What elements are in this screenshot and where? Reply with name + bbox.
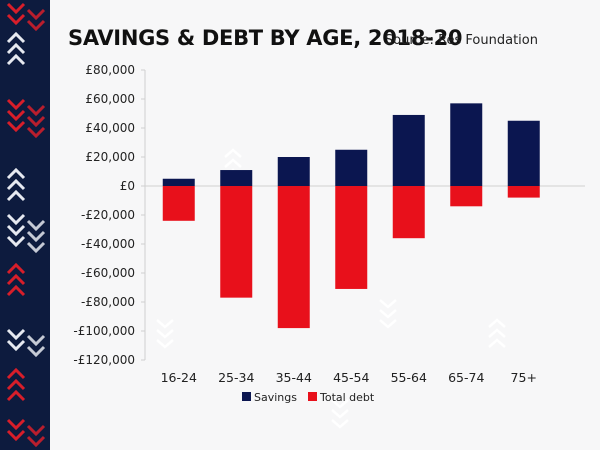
- chevron-icon: [6, 31, 26, 44]
- chevron-icon: [26, 104, 46, 117]
- debt-bar: [335, 186, 368, 289]
- background-chevron: [331, 419, 349, 429]
- chevron-icon: [6, 224, 26, 237]
- background-chevron: [331, 399, 349, 409]
- legend-label: Total debt: [319, 391, 375, 404]
- chevron-icon: [26, 424, 46, 437]
- source-label: Source: Res Foundation: [384, 33, 538, 48]
- chevron-icon: [6, 42, 26, 55]
- debt-bar: [220, 186, 253, 298]
- background-chevron: [224, 148, 242, 158]
- chevron-pattern: [6, 2, 46, 448]
- chevron-icon: [26, 241, 46, 254]
- background-chevron: [488, 318, 506, 328]
- chevron-icon: [6, 109, 26, 122]
- background-chevron: [379, 319, 397, 329]
- background-chevron: [488, 328, 506, 338]
- y-tick-label: -£120,000: [73, 353, 135, 367]
- chart-title: SAVINGS & DEBT BY AGE, 2018-20: [68, 26, 463, 50]
- debt-bar: [162, 186, 195, 221]
- y-tick-label: -£40,000: [81, 237, 135, 251]
- x-tick-label: 25-34: [218, 370, 254, 385]
- x-tick-label: 16-24: [161, 370, 197, 385]
- legend-label: Savings: [254, 391, 297, 404]
- savings-bar: [220, 170, 253, 186]
- y-tick-label: £0: [120, 179, 135, 193]
- legend-swatch: [308, 392, 317, 401]
- savings-bar: [507, 120, 540, 186]
- y-tick-label: £20,000: [85, 150, 135, 164]
- chevron-icon: [26, 334, 46, 347]
- x-tick-label: 65-74: [448, 370, 484, 385]
- background-chevron: [156, 319, 174, 329]
- chevron-icon: [6, 389, 26, 402]
- chevron-icon: [6, 53, 26, 66]
- chevron-icon: [6, 262, 26, 275]
- chevron-icon: [6, 429, 26, 442]
- y-tick-label: -£20,000: [81, 208, 135, 222]
- y-tick-label: -£80,000: [81, 295, 135, 309]
- background-chevron: [156, 339, 174, 349]
- chevron-icon: [6, 273, 26, 286]
- chevron-icon: [6, 418, 26, 431]
- chevron-icon: [26, 435, 46, 448]
- x-tick-label: 55-64: [391, 370, 427, 385]
- bar-chart: £80,000 £60,000 £40,000 £20,000 £0 -£20,000 -£…: [73, 63, 585, 429]
- background-chevron: [331, 409, 349, 419]
- x-tick-label: 75+: [511, 370, 537, 385]
- savings-bar: [335, 149, 368, 186]
- chevron-icon: [26, 230, 46, 243]
- y-tick-label: £80,000: [85, 63, 135, 77]
- chevron-icon: [6, 178, 26, 191]
- background-chevron: [156, 329, 174, 339]
- chevron-icon: [6, 367, 26, 380]
- chevron-icon: [6, 378, 26, 391]
- chevron-icon: [6, 339, 26, 352]
- chevron-icon: [6, 13, 26, 26]
- y-tick-label: -£60,000: [81, 266, 135, 280]
- chevron-icon: [6, 189, 26, 202]
- savings-bar: [277, 157, 310, 186]
- savings-bar: [162, 178, 195, 186]
- y-tick-label: £40,000: [85, 121, 135, 135]
- background-chevron: [379, 309, 397, 319]
- chevron-icon: [6, 167, 26, 180]
- x-tick-label: 45-54: [333, 370, 369, 385]
- chevron-icon: [6, 2, 26, 15]
- chevron-icon: [26, 219, 46, 232]
- savings-bar: [450, 103, 483, 186]
- chevron-icon: [26, 345, 46, 358]
- chevron-icon: [26, 8, 46, 21]
- savings-bar: [392, 114, 425, 186]
- chevron-icon: [6, 328, 26, 341]
- debt-bar: [507, 186, 540, 198]
- chevron-icon: [6, 120, 26, 133]
- chevron-icon: [6, 284, 26, 297]
- chevron-icon: [6, 98, 26, 111]
- debt-bar: [450, 186, 483, 207]
- x-tick-label: 35-44: [276, 370, 312, 385]
- y-tick-label: -£100,000: [73, 324, 135, 338]
- chevron-icon: [26, 115, 46, 128]
- legend: Savings Total debt: [242, 391, 375, 404]
- debt-bar: [277, 186, 310, 329]
- chevron-icon: [6, 213, 26, 226]
- y-tick-label: £60,000: [85, 92, 135, 106]
- background-chevron: [488, 338, 506, 348]
- chevron-icon: [6, 235, 26, 248]
- legend-swatch: [242, 392, 251, 401]
- background-chevron: [224, 158, 242, 168]
- chevron-icon: [26, 19, 46, 32]
- chart-panel: SAVINGS & DEBT BY AGE, 2018-20 Source: R…: [50, 0, 600, 450]
- chevron-icon: [26, 126, 46, 139]
- sidebar-decoration: [0, 0, 50, 450]
- background-chevron: [379, 299, 397, 309]
- debt-bar: [392, 186, 425, 239]
